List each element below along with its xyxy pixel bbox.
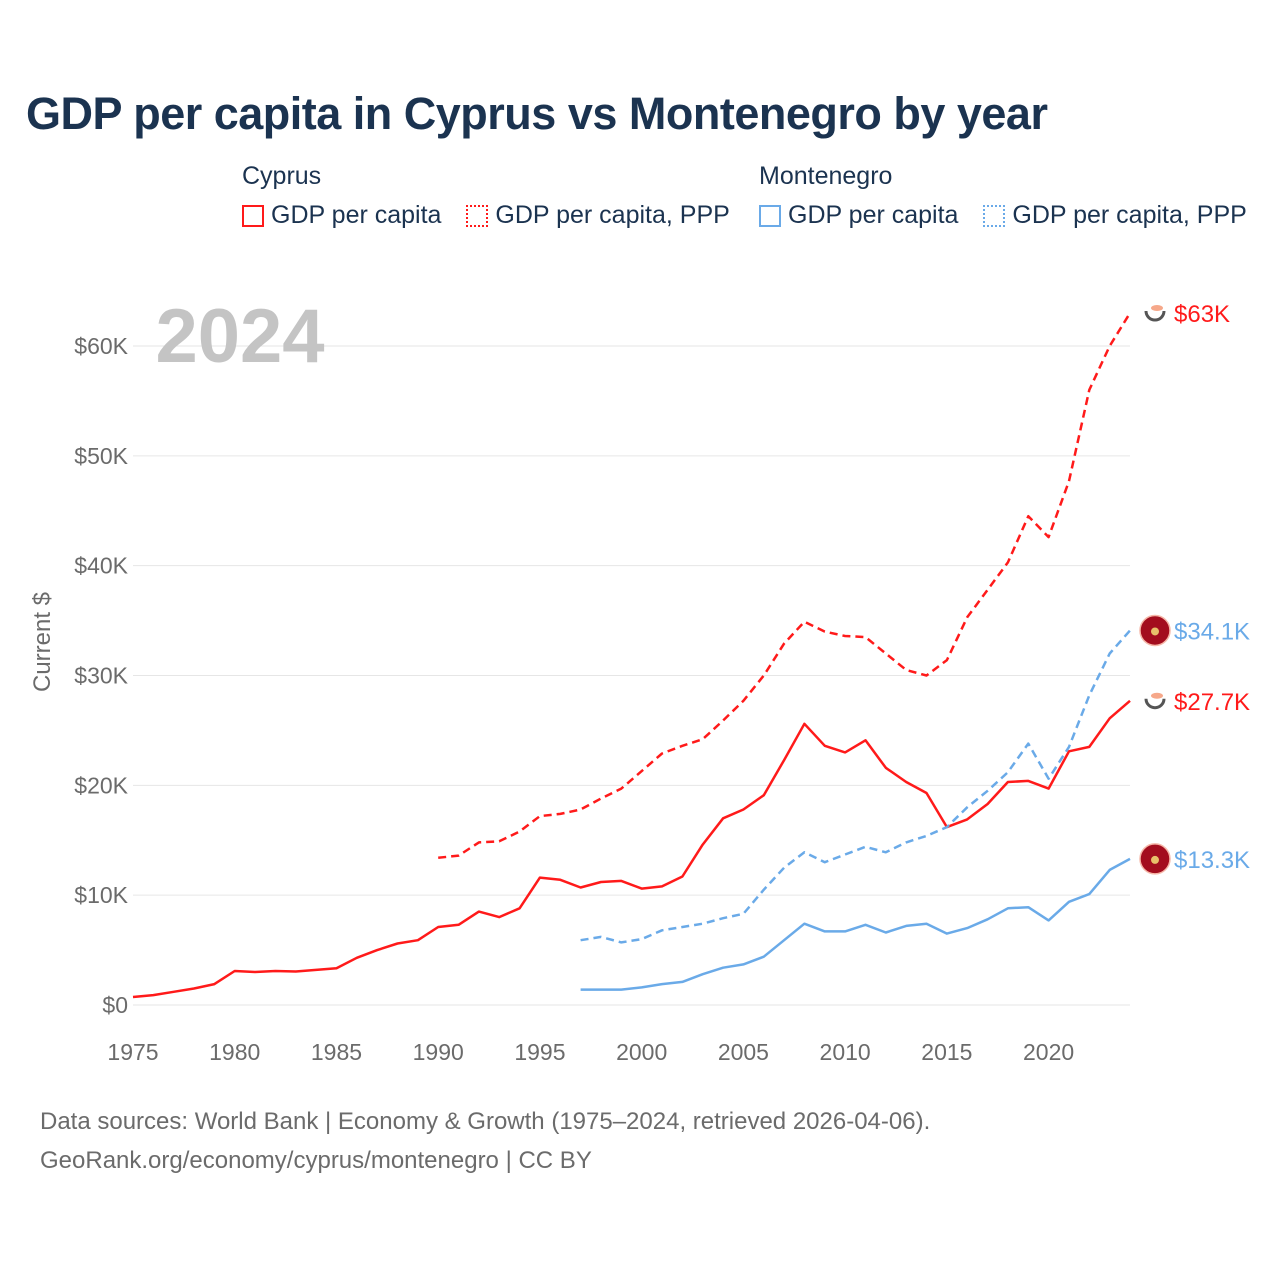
y-tick-label: $30K bbox=[74, 663, 128, 689]
legend-item-montenegro-ppp[interactable]: GDP per capita, PPP bbox=[983, 201, 1247, 230]
footer-sources: Data sources: World Bank | Economy & Gro… bbox=[40, 1108, 931, 1135]
legend-group-montenegro: Montenegro GDP per capita GDP per capita… bbox=[759, 162, 1265, 234]
end-value-label: $63K bbox=[1174, 301, 1230, 328]
legend-item-montenegro-gdp[interactable]: GDP per capita bbox=[759, 201, 958, 230]
footer-link[interactable]: GeoRank.org/economy/cyprus/montenegro | … bbox=[40, 1147, 592, 1174]
x-tick-label: 1985 bbox=[311, 1039, 362, 1065]
end-value-label: $27.7K bbox=[1174, 689, 1250, 716]
series-line-montenegro-gdp-per-capita-ppp bbox=[580, 629, 1131, 944]
legend-swatch bbox=[242, 204, 264, 227]
x-tick-label: 1980 bbox=[209, 1039, 260, 1065]
legend-swatch bbox=[466, 204, 489, 227]
end-marker: $13.3K bbox=[1139, 843, 1250, 875]
legend-label: GDP per capita, PPP bbox=[1012, 201, 1247, 229]
x-tick-label: 2020 bbox=[1023, 1039, 1074, 1065]
y-tick-label: $20K bbox=[74, 772, 128, 798]
x-tick-label: 1975 bbox=[107, 1039, 158, 1065]
x-tick-label: 1995 bbox=[514, 1039, 565, 1065]
series-line-cyprus-gdp-per-capita-ppp bbox=[438, 312, 1132, 860]
legend-label: GDP per capita bbox=[788, 201, 959, 229]
legend-swatch bbox=[983, 204, 1006, 227]
cyprus-island-icon bbox=[1151, 305, 1163, 312]
end-value-label: $34.1K bbox=[1174, 618, 1250, 645]
montenegro-crest-icon bbox=[1151, 627, 1159, 636]
end-marker: $63K bbox=[1144, 301, 1230, 328]
y-tick-label: $40K bbox=[74, 553, 128, 579]
x-tick-label: 2000 bbox=[616, 1039, 667, 1065]
series-line-montenegro-gdp-per-capita bbox=[580, 857, 1131, 991]
x-tick-label: 2010 bbox=[820, 1039, 871, 1065]
legend-group-title: Montenegro bbox=[759, 162, 893, 190]
montenegro-crest-icon bbox=[1151, 855, 1159, 864]
y-tick-label: $60K bbox=[74, 333, 128, 359]
y-tick-label: $10K bbox=[74, 882, 128, 908]
y-axis-label: Current $ bbox=[29, 592, 56, 692]
legend-item-cyprus-gdp[interactable]: GDP per capita bbox=[242, 201, 441, 230]
end-marker: $27.7K bbox=[1144, 689, 1250, 716]
x-tick-label: 2015 bbox=[921, 1039, 972, 1065]
cyprus-flag-icon bbox=[1144, 310, 1166, 322]
legend-group-title: Cyprus bbox=[242, 162, 322, 190]
legend-label: GDP per capita bbox=[271, 201, 442, 229]
year-watermark: 2024 bbox=[155, 294, 324, 379]
legend-group-cyprus: Cyprus GDP per capita GDP per capita, PP… bbox=[242, 162, 748, 234]
legend-label: GDP per capita, PPP bbox=[495, 201, 730, 229]
chart-title: GDP per capita in Cyprus vs Montenegro b… bbox=[26, 88, 1048, 139]
series-line-cyprus-gdp-per-capita bbox=[132, 699, 1131, 999]
end-marker: $34.1K bbox=[1139, 614, 1250, 647]
y-tick-label: $0 bbox=[102, 992, 128, 1018]
cyprus-flag-icon bbox=[1144, 698, 1166, 710]
x-tick-label: 2005 bbox=[718, 1039, 769, 1065]
cyprus-island-icon bbox=[1151, 692, 1163, 699]
x-tick-label: 1990 bbox=[413, 1039, 464, 1065]
end-value-label: $13.3K bbox=[1174, 847, 1250, 874]
y-tick-label: $50K bbox=[74, 443, 128, 469]
legend-swatch bbox=[759, 204, 781, 227]
legend-item-cyprus-ppp[interactable]: GDP per capita, PPP bbox=[466, 201, 730, 230]
